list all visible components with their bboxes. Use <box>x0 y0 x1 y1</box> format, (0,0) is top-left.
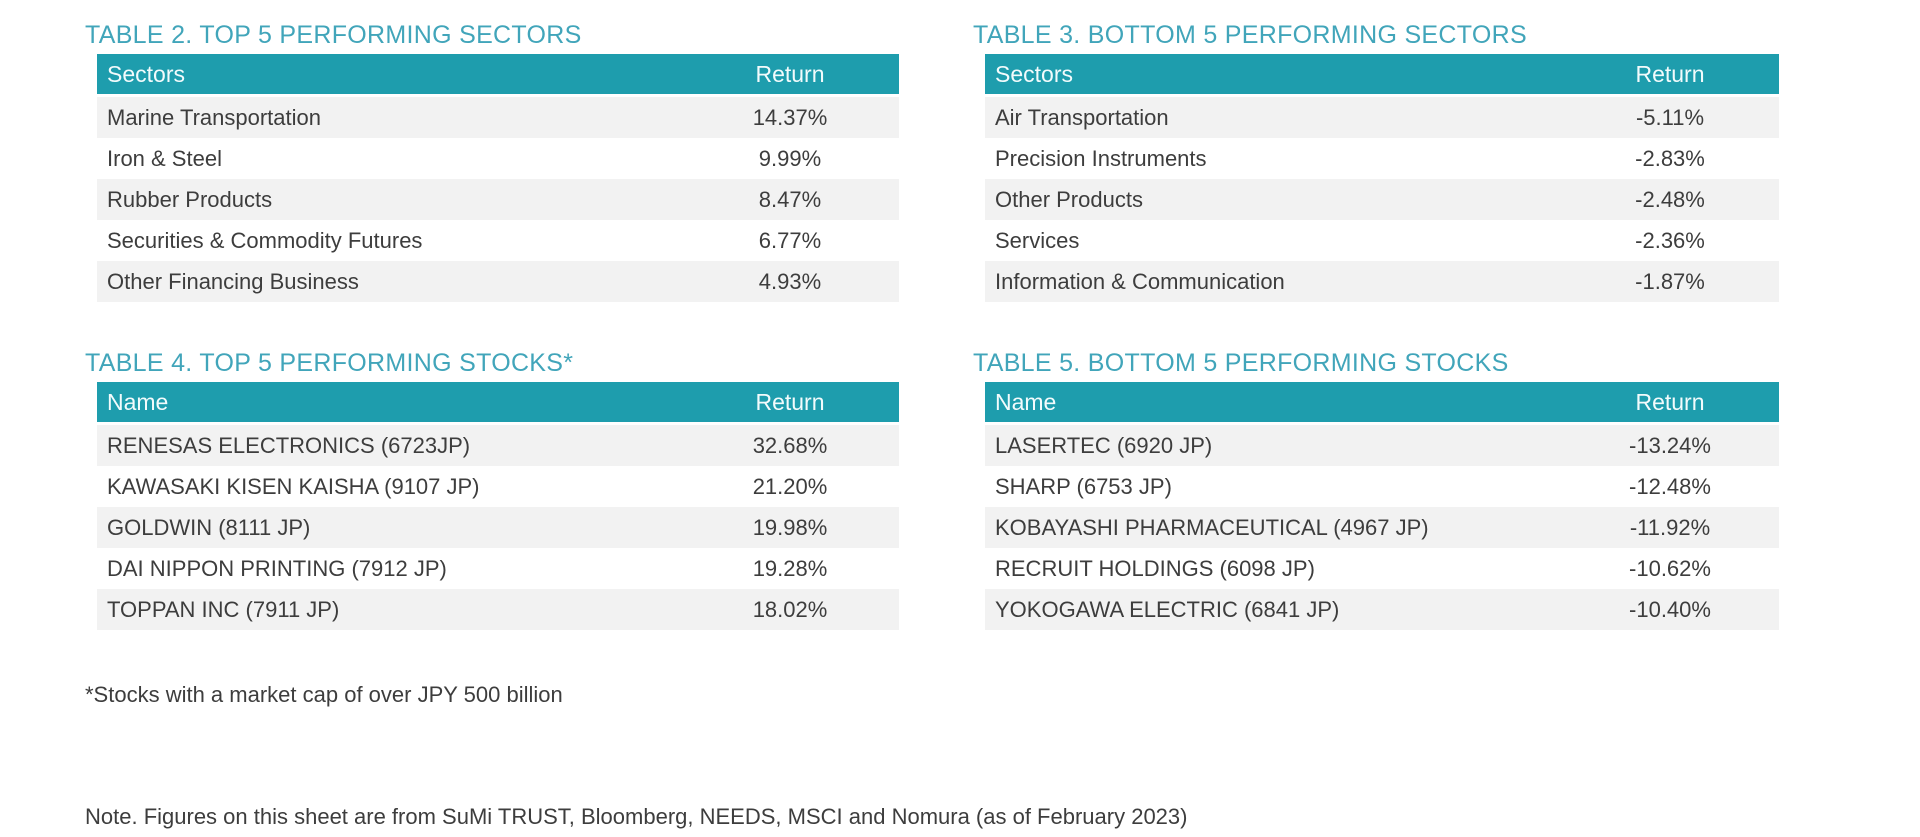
sector-cell: Information & Communication <box>995 268 1285 294</box>
stock-name-cell: RENESAS ELECTRONICS (6723JP) <box>107 432 471 458</box>
table-row: KAWASAKI KISEN KAISHA (9107 JP) 21.20% <box>97 466 899 507</box>
table-section-top-stocks: TABLE 4. TOP 5 PERFORMING STOCKS* Name R… <box>85 348 899 630</box>
table-section-top-sectors: TABLE 2. TOP 5 PERFORMING SECTORS Sector… <box>85 20 899 302</box>
table-row: Iron & Steel 9.99% <box>97 138 899 179</box>
sector-cell: Iron & Steel <box>107 145 222 171</box>
column-header-return: Return <box>1635 60 1705 87</box>
return-cell: 4.93% <box>758 268 822 294</box>
sector-cell: Securities & Commodity Futures <box>107 227 423 253</box>
return-cell: 14.37% <box>752 104 828 130</box>
table-row: Securities & Commodity Futures 6.77% <box>97 220 899 261</box>
return-cell: -12.48% <box>1629 473 1711 499</box>
table-row: Marine Transportation 14.37% <box>97 97 899 138</box>
column-header-sectors: Sectors <box>995 60 1073 87</box>
return-cell: 9.99% <box>758 145 822 171</box>
table-row: Services -2.36% <box>985 220 1779 261</box>
column-header-return: Return <box>755 60 825 87</box>
return-cell: 18.02% <box>752 596 828 622</box>
table-section-bottom-stocks: TABLE 5. BOTTOM 5 PERFORMING STOCKS Name… <box>973 348 1779 630</box>
table-title: TABLE 3. BOTTOM 5 PERFORMING SECTORS <box>973 21 1527 49</box>
table-section-bottom-sectors: TABLE 3. BOTTOM 5 PERFORMING SECTORS Sec… <box>973 20 1779 302</box>
column-header-name: Name <box>107 388 169 415</box>
column-header-sectors: Sectors <box>107 60 185 87</box>
stock-name-cell: YOKOGAWA ELECTRIC (6841 JP) <box>995 596 1340 622</box>
return-cell: -2.83% <box>1635 145 1705 171</box>
sector-cell: Precision Instruments <box>995 145 1207 171</box>
return-cell: 19.98% <box>752 514 828 540</box>
table-row: Precision Instruments -2.83% <box>985 138 1779 179</box>
return-cell: 19.28% <box>752 555 828 581</box>
stock-name-cell: GOLDWIN (8111 JP) <box>107 514 311 540</box>
table-row: YOKOGAWA ELECTRIC (6841 JP) -10.40% <box>985 589 1779 630</box>
table-header-row: Sectors Return <box>985 54 1779 97</box>
bottom-sectors-table: Sectors Return Air Transportation -5.11%… <box>985 54 1779 302</box>
sector-cell: Air Transportation <box>995 104 1169 130</box>
stock-name-cell: KAWASAKI KISEN KAISHA (9107 JP) <box>107 473 480 499</box>
stock-name-cell: DAI NIPPON PRINTING (7912 JP) <box>107 555 447 581</box>
table-row: GOLDWIN (8111 JP) 19.98% <box>97 507 899 548</box>
return-cell: 32.68% <box>752 432 828 458</box>
return-cell: -13.24% <box>1629 432 1711 458</box>
sector-cell: Other Financing Business <box>107 268 359 294</box>
table-row: LASERTEC (6920 JP) -13.24% <box>985 425 1779 466</box>
table-row: Information & Communication -1.87% <box>985 261 1779 302</box>
table-header-row: Name Return <box>985 382 1779 425</box>
return-cell: -1.87% <box>1635 268 1705 294</box>
return-cell: -5.11% <box>1635 104 1705 130</box>
return-cell: 21.20% <box>752 473 828 499</box>
sector-cell: Marine Transportation <box>107 104 321 130</box>
stock-name-cell: KOBAYASHI PHARMACEUTICAL (4967 JP) <box>995 514 1429 540</box>
return-cell: -10.40% <box>1629 596 1711 622</box>
table-header-row: Name Return <box>97 382 899 425</box>
table-row: KOBAYASHI PHARMACEUTICAL (4967 JP) -11.9… <box>985 507 1779 548</box>
return-cell: 8.47% <box>758 186 822 212</box>
bottom-stocks-table: Name Return LASERTEC (6920 JP) -13.24% S… <box>985 382 1779 630</box>
table-row: RENESAS ELECTRONICS (6723JP) 32.68% <box>97 425 899 466</box>
sector-cell: Other Products <box>995 186 1143 212</box>
stock-name-cell: RECRUIT HOLDINGS (6098 JP) <box>995 555 1315 581</box>
table-row: TOPPAN INC (7911 JP) 18.02% <box>97 589 899 630</box>
table-header-row: Sectors Return <box>97 54 899 97</box>
table-row: SHARP (6753 JP) -12.48% <box>985 466 1779 507</box>
return-cell: -10.62% <box>1629 555 1711 581</box>
table-title: TABLE 5. BOTTOM 5 PERFORMING STOCKS <box>973 349 1509 377</box>
return-cell: -2.36% <box>1635 227 1705 253</box>
top-sectors-table: Sectors Return Marine Transportation 14.… <box>97 54 899 302</box>
source-note: Note. Figures on this sheet are from SuM… <box>85 804 1188 829</box>
table-row: Other Financing Business 4.93% <box>97 261 899 302</box>
return-cell: -2.48% <box>1635 186 1705 212</box>
table-row: Other Products -2.48% <box>985 179 1779 220</box>
stock-name-cell: LASERTEC (6920 JP) <box>995 432 1213 458</box>
table-row: Rubber Products 8.47% <box>97 179 899 220</box>
return-cell: 6.77% <box>758 227 822 253</box>
table-row: RECRUIT HOLDINGS (6098 JP) -10.62% <box>985 548 1779 589</box>
sector-cell: Services <box>995 227 1080 253</box>
table-row: DAI NIPPON PRINTING (7912 JP) 19.28% <box>97 548 899 589</box>
column-header-name: Name <box>995 388 1057 415</box>
market-cap-footnote: *Stocks with a market cap of over JPY 50… <box>85 682 563 707</box>
top-stocks-table: Name Return RENESAS ELECTRONICS (6723JP)… <box>97 382 899 630</box>
table-title: TABLE 2. TOP 5 PERFORMING SECTORS <box>85 21 582 49</box>
return-cell: -11.92% <box>1629 514 1711 540</box>
stock-name-cell: TOPPAN INC (7911 JP) <box>107 596 340 622</box>
table-title: TABLE 4. TOP 5 PERFORMING STOCKS* <box>85 349 574 377</box>
stock-name-cell: SHARP (6753 JP) <box>995 473 1172 499</box>
column-header-return: Return <box>1635 388 1705 415</box>
sector-cell: Rubber Products <box>107 186 273 212</box>
column-header-return: Return <box>755 388 825 415</box>
table-row: Air Transportation -5.11% <box>985 97 1779 138</box>
